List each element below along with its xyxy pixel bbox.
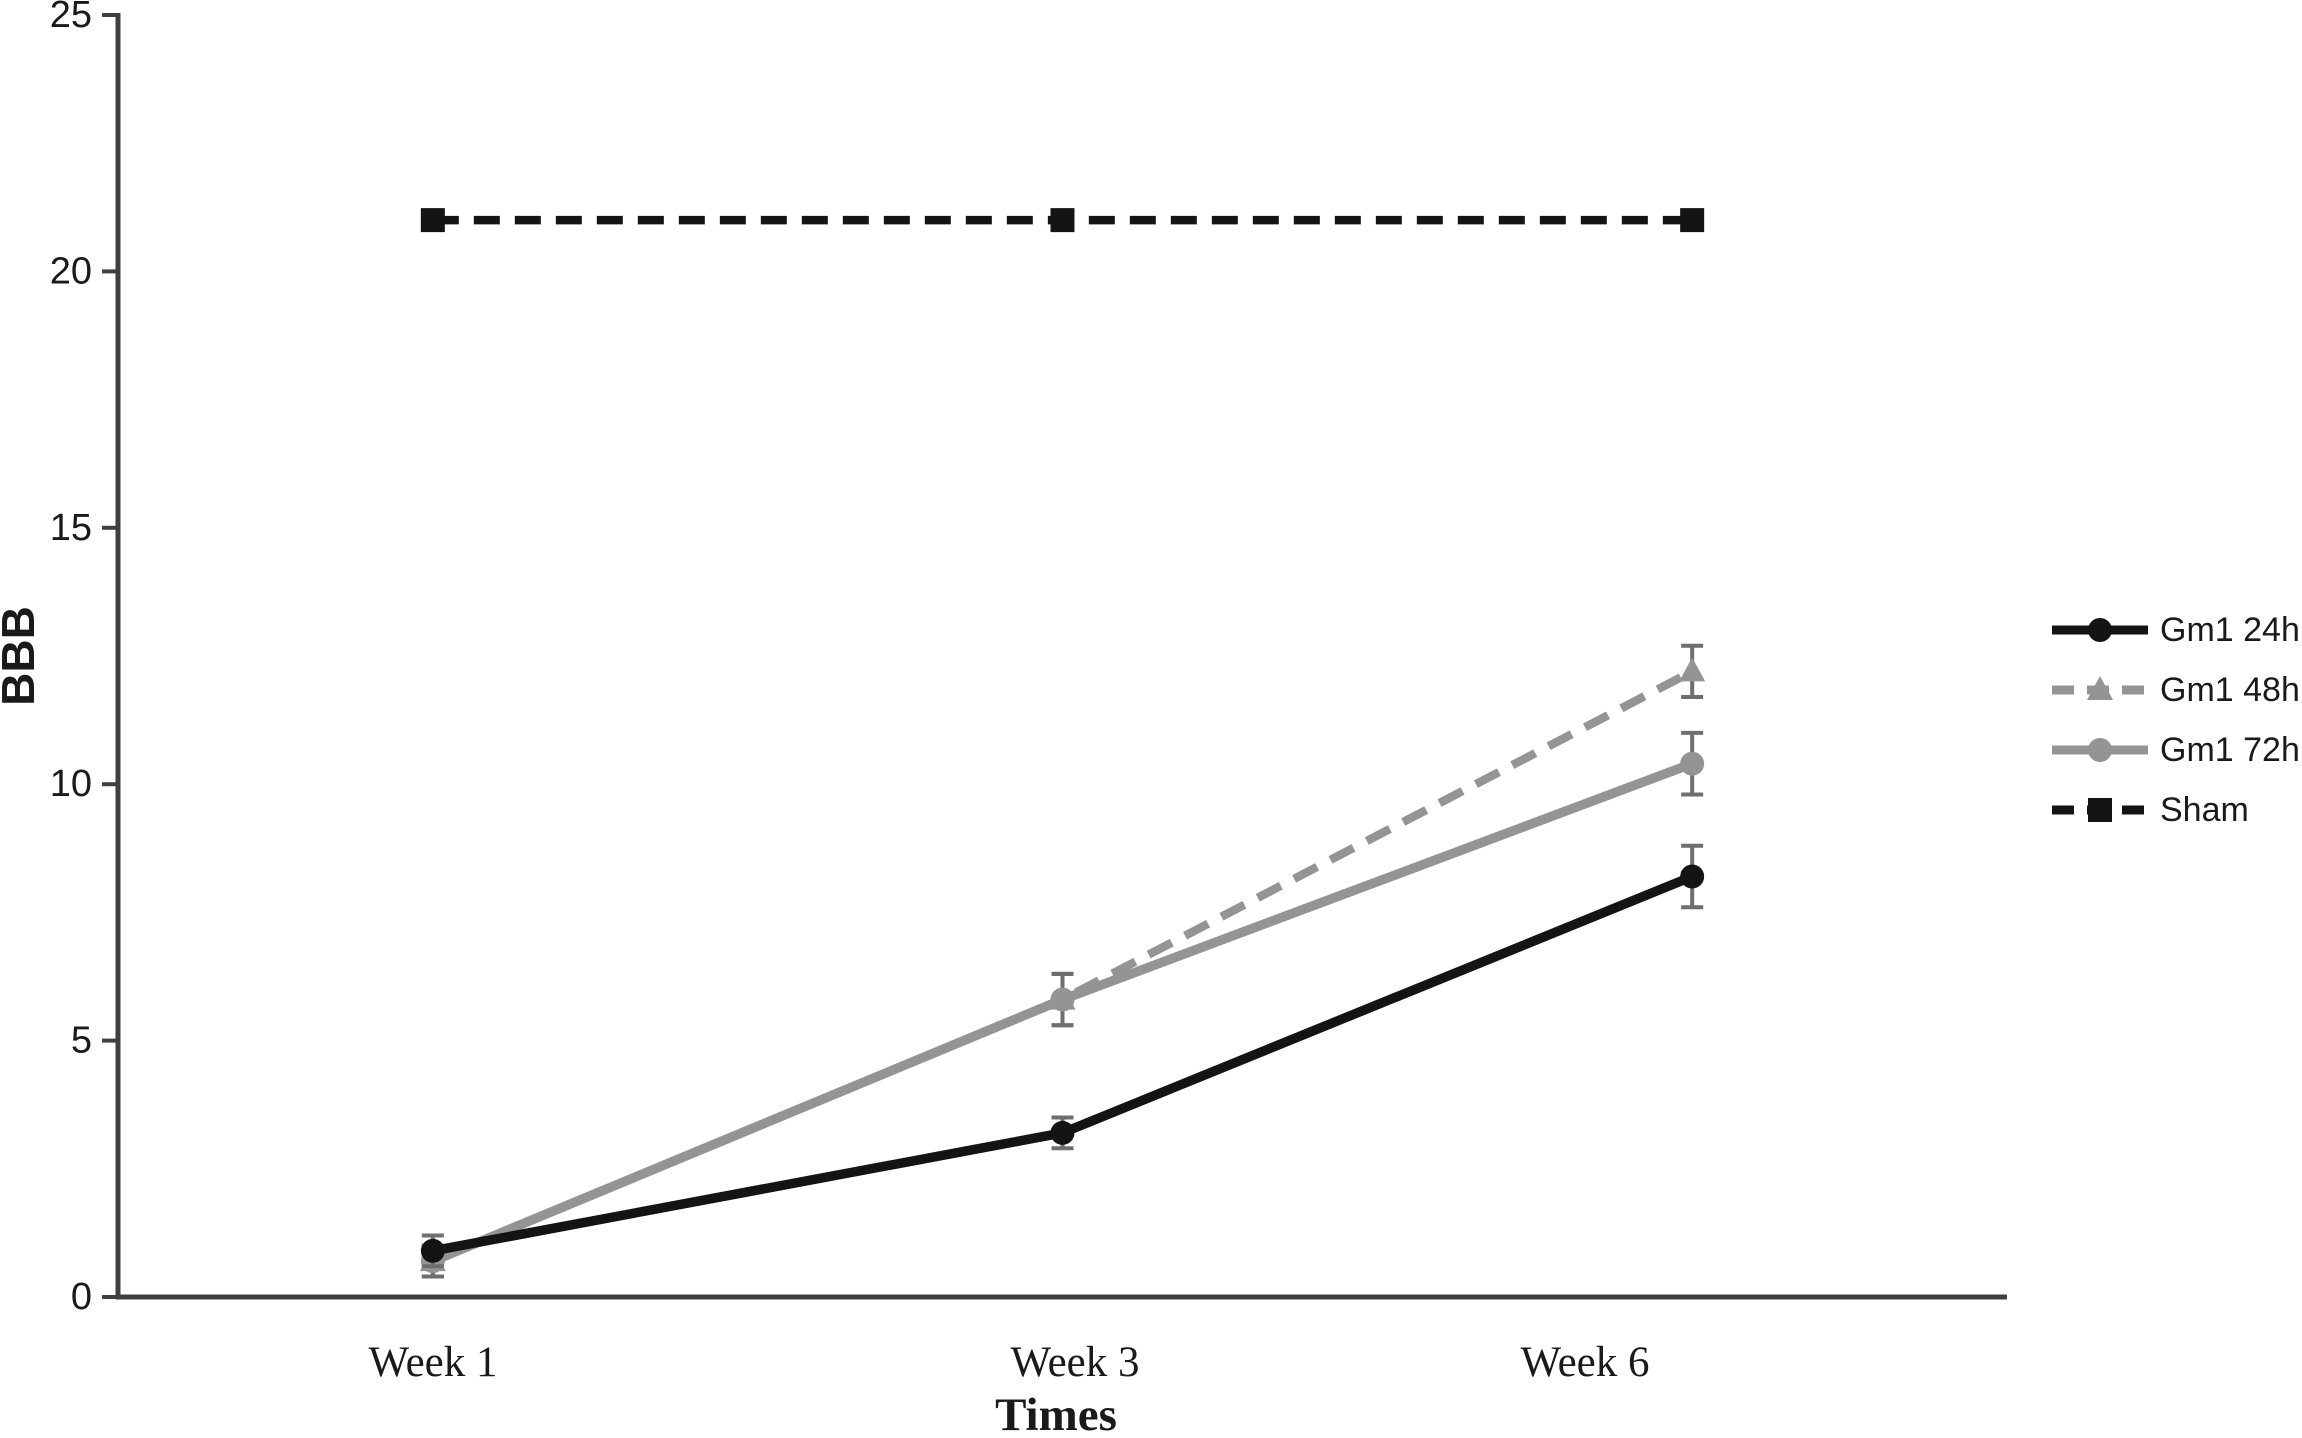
circle-marker-gm1-24h-week-1	[420, 1238, 445, 1263]
circle-marker-gm1-24h-week-3	[1050, 1120, 1075, 1145]
legend-label-gm1-72h: Gm1 72h	[2160, 731, 2300, 769]
circle-icon	[2088, 738, 2112, 762]
circle-icon	[2088, 618, 2112, 642]
legend-item-sham: Sham	[2052, 791, 2249, 829]
y-tick-label-15: 15	[50, 507, 92, 549]
x-category-label-week-3: Week 3	[1010, 1339, 1139, 1386]
y-tick-label-20: 20	[50, 250, 92, 292]
series-gm1-24h	[420, 843, 1705, 1269]
legend-item-gm1-24h: Gm1 24h	[2052, 611, 2300, 649]
circle-marker-gm1-72h-week-6	[1680, 751, 1705, 776]
square-icon	[2088, 798, 2112, 822]
y-axis-title: BBB	[0, 606, 44, 706]
triangle-icon	[2087, 676, 2113, 700]
series-line-gm1-24h	[431, 872, 1694, 1256]
x-category-label-week-6: Week 6	[1520, 1339, 1649, 1386]
axes: 0 5 10 15 20 25	[50, 0, 2007, 1318]
x-axis-title: Times	[995, 1389, 1117, 1438]
triangle-marker-gm1-48h-week-6	[1679, 657, 1706, 682]
y-tick-label-0: 0	[71, 1276, 92, 1318]
series-sham	[420, 208, 1705, 233]
legend-label-gm1-48h: Gm1 48h	[2160, 671, 2300, 709]
series-gm1-72h	[420, 730, 1705, 1279]
x-category-label-week-1: Week 1	[368, 1339, 497, 1386]
y-tick-label-25: 25	[50, 0, 92, 36]
circle-marker-gm1-24h-week-6	[1680, 864, 1705, 889]
legend-label-sham: Sham	[2160, 791, 2249, 829]
legend-label-gm1-24h: Gm1 24h	[2160, 611, 2300, 649]
square-marker-sham-week-1	[420, 208, 445, 233]
circle-marker-gm1-72h-week-3	[1050, 987, 1075, 1012]
y-tick-label-10: 10	[50, 763, 92, 805]
legend: Gm1 24h Gm1 48h Gm1 72h Sham	[2052, 611, 2300, 829]
y-tick-label-5: 5	[71, 1020, 92, 1062]
square-marker-sham-week-3	[1050, 208, 1075, 233]
series-line-gm1-48h	[431, 667, 1695, 1266]
legend-item-gm1-48h: Gm1 48h	[2052, 671, 2300, 709]
legend-item-gm1-72h: Gm1 72h	[2052, 731, 2300, 769]
square-marker-sham-week-6	[1680, 208, 1705, 233]
